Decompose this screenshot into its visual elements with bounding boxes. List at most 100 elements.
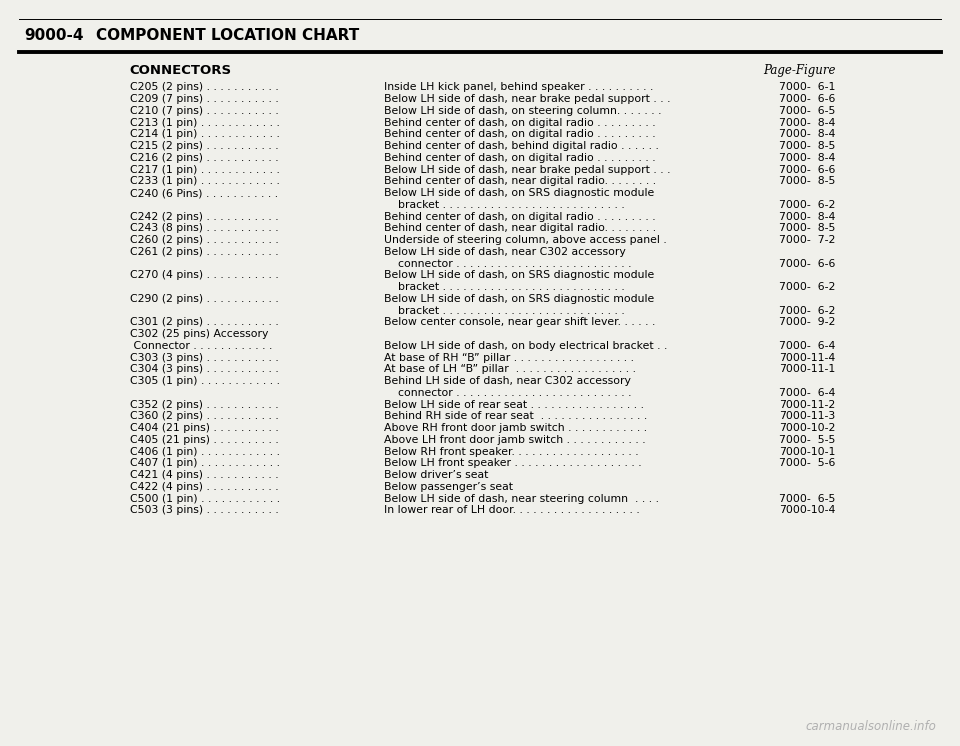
Text: 7000-  8-4: 7000- 8-4 [779,153,835,163]
Text: 7000-  6-5: 7000- 6-5 [779,106,835,116]
Text: Below passenger’s seat: Below passenger’s seat [384,482,513,492]
Text: C240 (6 Pins) . . . . . . . . . . .: C240 (6 Pins) . . . . . . . . . . . [130,188,277,198]
Text: C305 (1 pin) . . . . . . . . . . . .: C305 (1 pin) . . . . . . . . . . . . [130,376,279,386]
Text: Below driver’s seat: Below driver’s seat [384,470,489,480]
Text: In lower rear of LH door. . . . . . . . . . . . . . . . . . .: In lower rear of LH door. . . . . . . . … [384,505,639,515]
Text: C302 (25 pins) Accessory: C302 (25 pins) Accessory [130,329,268,339]
Text: 7000-10-2: 7000-10-2 [779,423,835,433]
Text: 7000-  8-5: 7000- 8-5 [779,223,835,233]
Text: Below LH side of dash, on body electrical bracket . .: Below LH side of dash, on body electrica… [384,341,667,351]
Text: carmanualsonline.info: carmanualsonline.info [805,720,936,733]
Text: C261 (2 pins) . . . . . . . . . . .: C261 (2 pins) . . . . . . . . . . . [130,247,278,257]
Text: Connector . . . . . . . . . . . .: Connector . . . . . . . . . . . . [130,341,272,351]
Text: C260 (2 pins) . . . . . . . . . . .: C260 (2 pins) . . . . . . . . . . . [130,235,278,245]
Text: 7000-  5-6: 7000- 5-6 [779,458,835,468]
Text: C210 (7 pins) . . . . . . . . . . .: C210 (7 pins) . . . . . . . . . . . [130,106,278,116]
Text: Behind center of dash, on digital radio . . . . . . . . .: Behind center of dash, on digital radio … [384,118,656,128]
Text: C500 (1 pin) . . . . . . . . . . . .: C500 (1 pin) . . . . . . . . . . . . [130,494,279,504]
Text: C405 (21 pins) . . . . . . . . . .: C405 (21 pins) . . . . . . . . . . [130,435,278,445]
Text: 9000-4: 9000-4 [24,28,84,43]
Text: Above RH front door jamb switch . . . . . . . . . . . .: Above RH front door jamb switch . . . . … [384,423,647,433]
Text: 7000-  6-1: 7000- 6-1 [779,82,835,93]
Text: 7000-  5-5: 7000- 5-5 [779,435,835,445]
Text: 7000-  7-2: 7000- 7-2 [779,235,835,245]
Text: Below LH side of dash, on SRS diagnostic module: Below LH side of dash, on SRS diagnostic… [384,294,655,304]
Text: C360 (2 pins) . . . . . . . . . . .: C360 (2 pins) . . . . . . . . . . . [130,411,278,421]
Text: 7000-  6-2: 7000- 6-2 [779,282,835,292]
Text: Behind center of dash, on digital radio . . . . . . . . .: Behind center of dash, on digital radio … [384,129,656,140]
Text: Behind center of dash, near digital radio. . . . . . . .: Behind center of dash, near digital radi… [384,176,656,186]
Text: C422 (4 pins) . . . . . . . . . . .: C422 (4 pins) . . . . . . . . . . . [130,482,278,492]
Text: Behind center of dash, on digital radio . . . . . . . . .: Behind center of dash, on digital radio … [384,153,656,163]
Text: Behind center of dash, on digital radio . . . . . . . . .: Behind center of dash, on digital radio … [384,212,656,222]
Text: Below LH side of dash, near steering column  . . . .: Below LH side of dash, near steering col… [384,494,659,504]
Text: CONNECTORS: CONNECTORS [130,64,231,78]
Text: C209 (7 pins) . . . . . . . . . . .: C209 (7 pins) . . . . . . . . . . . [130,94,278,104]
Text: C213 (1 pin) . . . . . . . . . . . .: C213 (1 pin) . . . . . . . . . . . . [130,118,279,128]
Text: 7000-  9-2: 7000- 9-2 [779,317,835,327]
Text: 7000-  8-5: 7000- 8-5 [779,176,835,186]
Text: Below RH front speaker. . . . . . . . . . . . . . . . . . .: Below RH front speaker. . . . . . . . . … [384,447,638,457]
Text: 7000-11-1: 7000-11-1 [779,364,835,374]
Text: Below center console, near gear shift lever. . . . . .: Below center console, near gear shift le… [384,317,656,327]
Text: 7000-  6-2: 7000- 6-2 [779,200,835,210]
Text: C215 (2 pins) . . . . . . . . . . .: C215 (2 pins) . . . . . . . . . . . [130,141,278,151]
Text: 7000-  8-5: 7000- 8-5 [779,141,835,151]
Text: 7000-  6-4: 7000- 6-4 [779,341,835,351]
Text: 7000-10-1: 7000-10-1 [779,447,835,457]
Text: Behind center of dash, near digital radio. . . . . . . .: Behind center of dash, near digital radi… [384,223,656,233]
Text: C503 (3 pins) . . . . . . . . . . .: C503 (3 pins) . . . . . . . . . . . [130,505,278,515]
Text: Below LH side of dash, near brake pedal support . . .: Below LH side of dash, near brake pedal … [384,165,670,175]
Text: connector . . . . . . . . . . . . . . . . . . . . . . . . . .: connector . . . . . . . . . . . . . . . … [384,388,632,398]
Text: 7000-11-2: 7000-11-2 [779,400,835,410]
Text: Behind LH side of dash, near C302 accessory: Behind LH side of dash, near C302 access… [384,376,631,386]
Text: connector . . . . . . . . . . . . . . . . . . . . . . . . . .: connector . . . . . . . . . . . . . . . … [384,259,632,269]
Text: 7000-  8-4: 7000- 8-4 [779,118,835,128]
Text: 7000-11-3: 7000-11-3 [779,411,835,421]
Text: Below LH side of dash, on SRS diagnostic module: Below LH side of dash, on SRS diagnostic… [384,270,655,280]
Text: Below LH side of dash, on steering column. . . . . . .: Below LH side of dash, on steering colum… [384,106,661,116]
Text: C242 (2 pins) . . . . . . . . . . .: C242 (2 pins) . . . . . . . . . . . [130,212,278,222]
Text: bracket . . . . . . . . . . . . . . . . . . . . . . . . . . .: bracket . . . . . . . . . . . . . . . . … [384,306,625,316]
Text: 7000-  8-4: 7000- 8-4 [779,129,835,140]
Text: 7000-  8-4: 7000- 8-4 [779,212,835,222]
Text: 7000-  6-4: 7000- 6-4 [779,388,835,398]
Text: Page-Figure: Page-Figure [762,64,835,78]
Text: C214 (1 pin) . . . . . . . . . . . .: C214 (1 pin) . . . . . . . . . . . . [130,129,279,140]
Text: bracket . . . . . . . . . . . . . . . . . . . . . . . . . . .: bracket . . . . . . . . . . . . . . . . … [384,200,625,210]
Text: 7000-10-4: 7000-10-4 [779,505,835,515]
Text: C352 (2 pins) . . . . . . . . . . .: C352 (2 pins) . . . . . . . . . . . [130,400,278,410]
Text: C290 (2 pins) . . . . . . . . . . .: C290 (2 pins) . . . . . . . . . . . [130,294,278,304]
Text: C301 (2 pins) . . . . . . . . . . .: C301 (2 pins) . . . . . . . . . . . [130,317,278,327]
Text: Above LH front door jamb switch . . . . . . . . . . . .: Above LH front door jamb switch . . . . … [384,435,646,445]
Text: Behind RH side of rear seat  . . . . . . . . . . . . . . . .: Behind RH side of rear seat . . . . . . … [384,411,647,421]
Text: 7000-  6-6: 7000- 6-6 [779,94,835,104]
Text: 7000-11-4: 7000-11-4 [779,353,835,363]
Text: Behind center of dash, behind digital radio . . . . . .: Behind center of dash, behind digital ra… [384,141,659,151]
Text: C303 (3 pins) . . . . . . . . . . .: C303 (3 pins) . . . . . . . . . . . [130,353,278,363]
Text: C304 (3 pins) . . . . . . . . . . .: C304 (3 pins) . . . . . . . . . . . [130,364,278,374]
Text: C205 (2 pins) . . . . . . . . . . .: C205 (2 pins) . . . . . . . . . . . [130,82,278,93]
Text: C404 (21 pins) . . . . . . . . . .: C404 (21 pins) . . . . . . . . . . [130,423,278,433]
Text: At base of LH “B” pillar  . . . . . . . . . . . . . . . . . .: At base of LH “B” pillar . . . . . . . .… [384,364,636,374]
Text: C216 (2 pins) . . . . . . . . . . .: C216 (2 pins) . . . . . . . . . . . [130,153,278,163]
Text: C407 (1 pin) . . . . . . . . . . . .: C407 (1 pin) . . . . . . . . . . . . [130,458,279,468]
Text: Below LH front speaker . . . . . . . . . . . . . . . . . . .: Below LH front speaker . . . . . . . . .… [384,458,641,468]
Text: At base of RH “B” pillar . . . . . . . . . . . . . . . . . .: At base of RH “B” pillar . . . . . . . .… [384,353,634,363]
Text: Below LH side of dash, on SRS diagnostic module: Below LH side of dash, on SRS diagnostic… [384,188,655,198]
Text: Below LH side of dash, near brake pedal support . . .: Below LH side of dash, near brake pedal … [384,94,670,104]
Text: C233 (1 pin) . . . . . . . . . . . .: C233 (1 pin) . . . . . . . . . . . . [130,176,279,186]
Text: C421 (4 pins) . . . . . . . . . . .: C421 (4 pins) . . . . . . . . . . . [130,470,278,480]
Text: C270 (4 pins) . . . . . . . . . . .: C270 (4 pins) . . . . . . . . . . . [130,270,278,280]
Text: C406 (1 pin) . . . . . . . . . . . .: C406 (1 pin) . . . . . . . . . . . . [130,447,279,457]
Text: C243 (8 pins) . . . . . . . . . . .: C243 (8 pins) . . . . . . . . . . . [130,223,278,233]
Text: C217 (1 pin) . . . . . . . . . . . .: C217 (1 pin) . . . . . . . . . . . . [130,165,279,175]
Text: Below LH side of dash, near C302 accessory: Below LH side of dash, near C302 accesso… [384,247,626,257]
Text: 7000-  6-2: 7000- 6-2 [779,306,835,316]
Text: 7000-  6-6: 7000- 6-6 [779,165,835,175]
Text: 7000-  6-6: 7000- 6-6 [779,259,835,269]
Text: Below LH side of rear seat . . . . . . . . . . . . . . . . .: Below LH side of rear seat . . . . . . .… [384,400,644,410]
Text: COMPONENT LOCATION CHART: COMPONENT LOCATION CHART [96,28,359,43]
Text: Inside LH kick panel, behind speaker . . . . . . . . . .: Inside LH kick panel, behind speaker . .… [384,82,654,93]
Text: Underside of steering column, above access panel .: Underside of steering column, above acce… [384,235,667,245]
